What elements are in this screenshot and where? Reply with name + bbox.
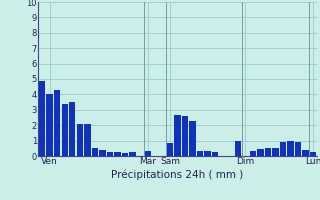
Bar (39, 81, 45, 156)
Bar (76, 124, 83, 156)
Bar (257, 149, 264, 156)
Bar (295, 142, 301, 156)
Bar (122, 153, 128, 156)
Bar (174, 115, 181, 156)
Bar (272, 148, 279, 156)
Bar (212, 152, 219, 156)
Bar (310, 152, 316, 156)
Bar (280, 142, 286, 156)
Bar (204, 151, 211, 156)
Bar (114, 152, 121, 156)
Bar (182, 116, 188, 156)
Bar (167, 143, 173, 156)
Bar (92, 148, 98, 156)
Bar (250, 151, 256, 156)
Bar (197, 151, 204, 156)
Bar (265, 148, 271, 156)
Bar (287, 141, 294, 156)
Bar (84, 124, 91, 156)
Bar (46, 94, 53, 156)
Bar (144, 151, 151, 156)
Bar (189, 121, 196, 156)
Bar (129, 152, 136, 156)
Bar (69, 102, 76, 156)
Bar (99, 150, 106, 156)
X-axis label: Précipitations 24h ( mm ): Précipitations 24h ( mm ) (111, 169, 244, 180)
Bar (107, 152, 113, 156)
Bar (302, 150, 309, 156)
Bar (54, 90, 60, 156)
Bar (235, 141, 241, 156)
Bar (61, 104, 68, 156)
